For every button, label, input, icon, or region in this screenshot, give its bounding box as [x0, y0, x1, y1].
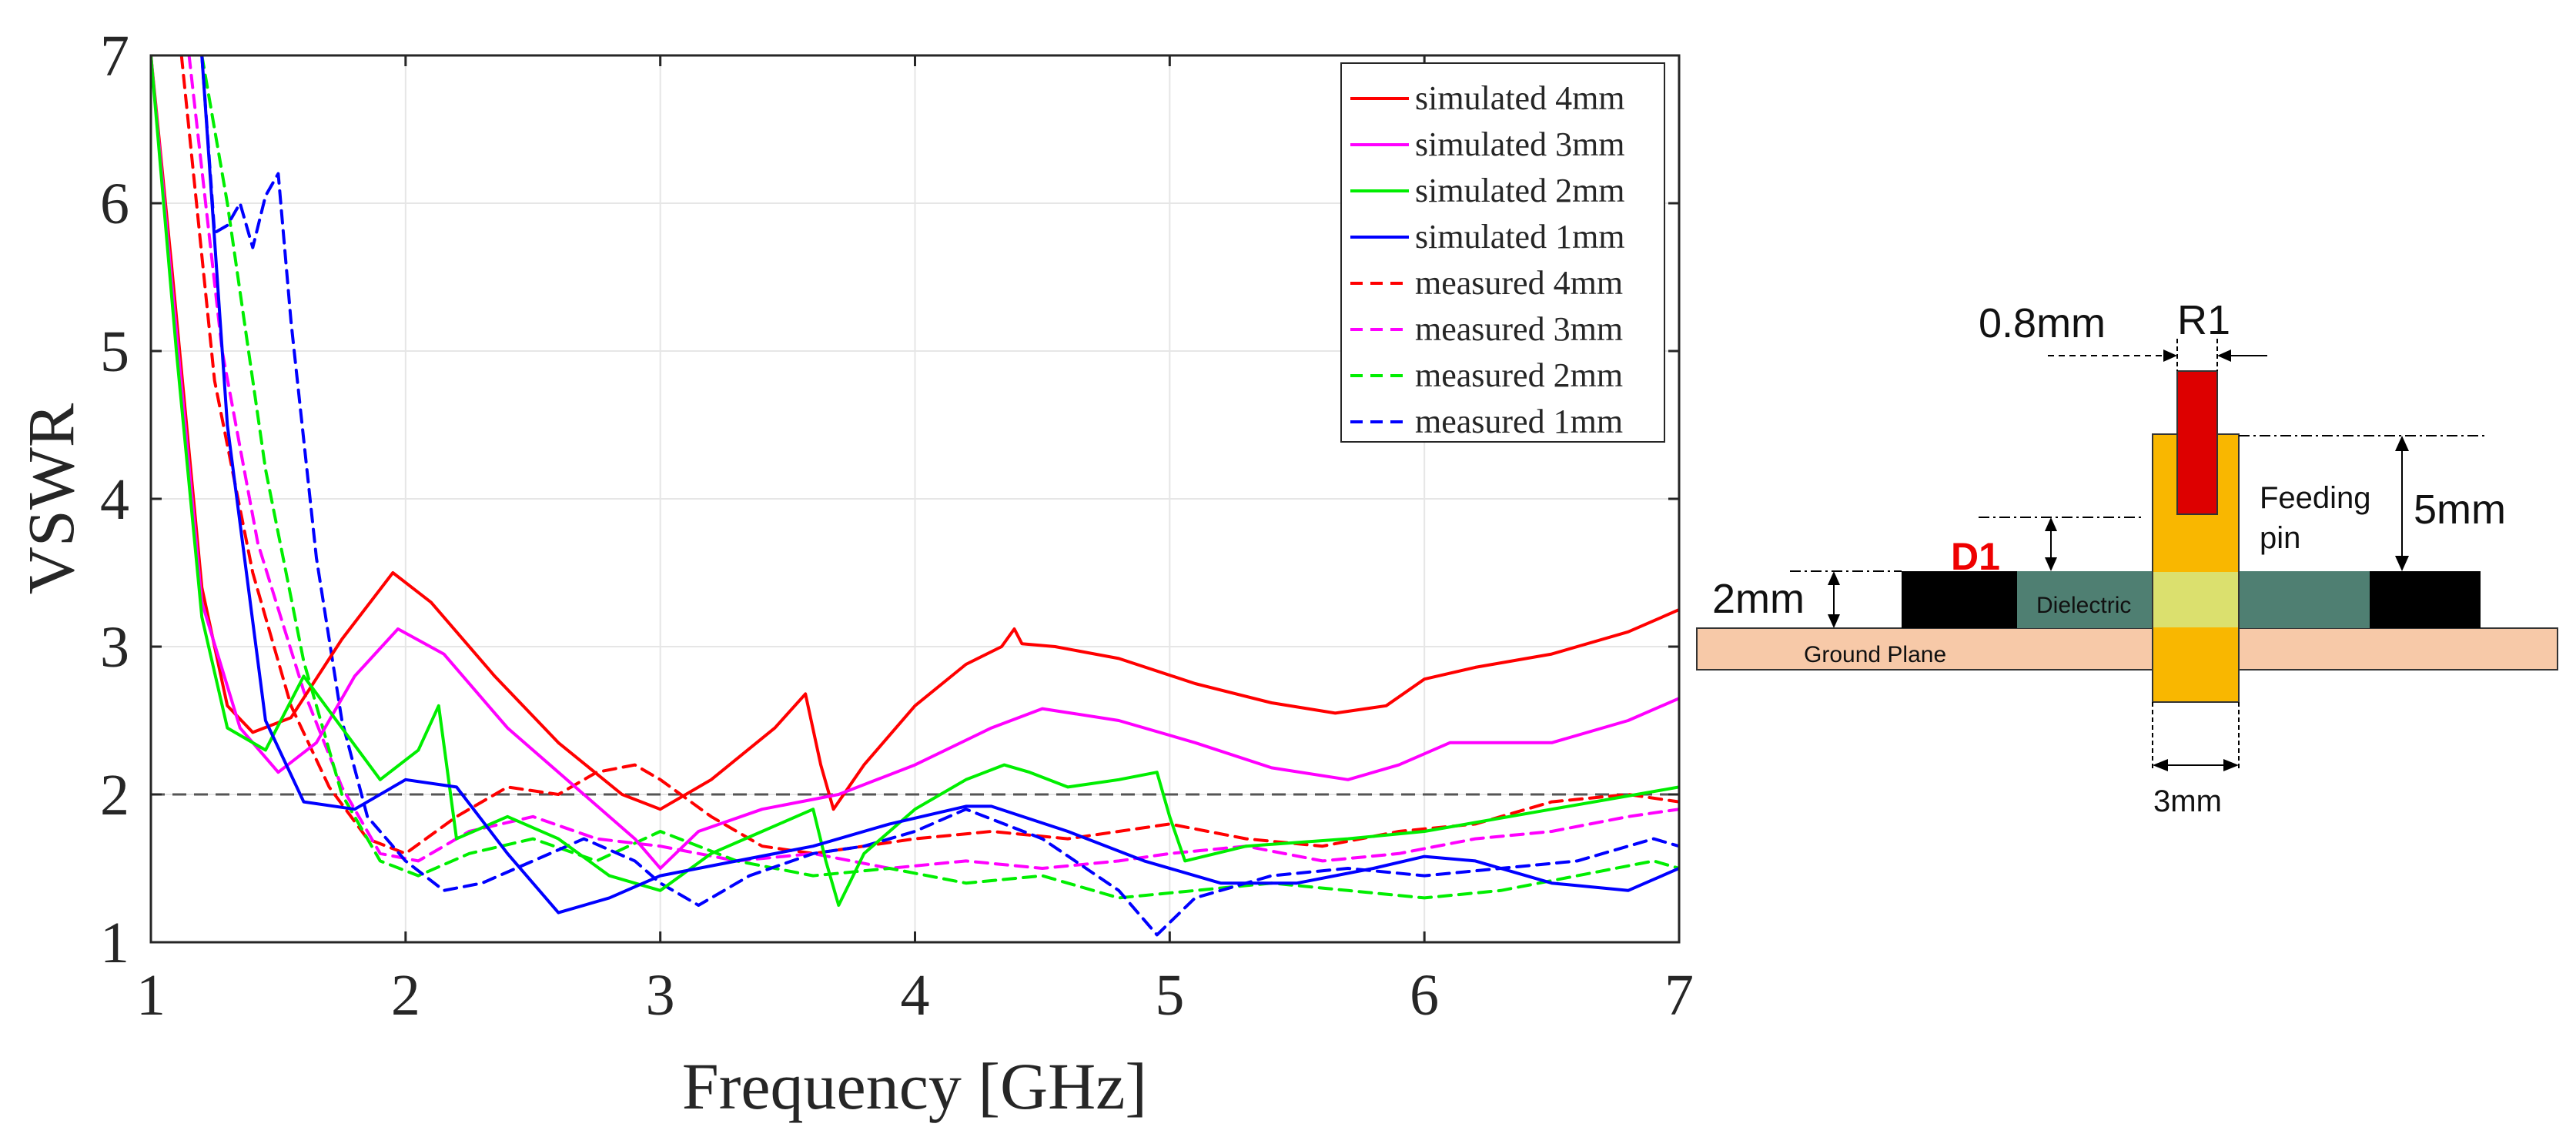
x-axis-ticks: 1 2 3 4 5 6 7	[136, 55, 1694, 1028]
legend-box	[1340, 62, 1665, 443]
arrowhead-icon	[1828, 571, 1840, 585]
y-axis-label: VSWR	[14, 403, 88, 594]
legend-label: simulated 1mm	[1415, 218, 1625, 256]
dim-5mm	[2239, 435, 2487, 560]
x-tick-label: 6	[1410, 963, 1439, 1028]
y-tick-label: 1	[100, 911, 129, 975]
arrowhead-icon	[2223, 759, 2239, 771]
dim-2mm	[1790, 570, 1902, 616]
series-line-measured-2mm	[200, 55, 1679, 900]
arrowhead-icon	[2395, 436, 2409, 451]
x-tick-label: 5	[1155, 963, 1184, 1028]
legend-label: measured 2mm	[1415, 356, 1623, 394]
legend-label: simulated 4mm	[1415, 79, 1625, 117]
y-tick-label: 2	[100, 763, 129, 828]
arrowhead-icon	[2395, 556, 2409, 571]
x-axis-label: Frequency [GHz]	[682, 1049, 1147, 1123]
dim-3mm	[2152, 702, 2240, 771]
legend-label: measured 4mm	[1415, 264, 1623, 302]
y-axis-ticks: 1 2 3 4 5 6 7	[100, 24, 1679, 975]
y-tick-label: 3	[100, 615, 129, 680]
series-line-simulated-4mm	[151, 55, 1679, 811]
right-metal-block	[2370, 571, 2481, 628]
ground-plane-label: Ground Plane	[1804, 642, 1946, 667]
label-0.8mm: 0.8mm	[1979, 300, 2106, 346]
label-feeding: Feeding	[2260, 481, 2371, 515]
dim-08mm	[2048, 339, 2267, 371]
label-r1: R1	[2177, 297, 2230, 343]
arrowhead-icon	[2163, 349, 2177, 362]
arrowhead-icon	[2153, 759, 2168, 771]
series-line-measured-3mm	[187, 55, 1679, 870]
y-tick-label: 5	[100, 319, 129, 384]
vswr-chart: 1 2 3 4 5 6 7 1 2 3 4 5 6 7 Frequency [GHz] VSWR sim…	[14, 24, 1694, 1123]
legend-label: measured 3mm	[1415, 310, 1623, 348]
arrowhead-icon	[1828, 614, 1840, 628]
x-tick-label: 7	[1664, 963, 1694, 1028]
legend-label: simulated 3mm	[1415, 125, 1625, 163]
label-d1: D1	[1951, 535, 2000, 578]
arrowhead-icon	[2045, 517, 2057, 531]
legend-label: measured 1mm	[1415, 403, 1623, 440]
x-tick-label: 2	[391, 963, 420, 1028]
series-line-simulated-3mm	[151, 55, 1679, 870]
label-5mm: 5mm	[2414, 487, 2506, 533]
y-tick-label: 4	[100, 467, 129, 532]
pin-in-dielectric	[2153, 572, 2238, 627]
left-metal-block	[1902, 571, 2017, 628]
dim-d1	[1979, 517, 2142, 560]
label-pin: pin	[2260, 521, 2300, 555]
series-line-measured-1mm	[200, 55, 1679, 937]
y-tick-label: 6	[100, 172, 129, 236]
feed-structure-diagram: Ground Plane Dielectric 0.8mm R1 Feeding…	[1696, 297, 2558, 818]
x-tick-label: 3	[646, 963, 675, 1028]
ground-plane	[1696, 627, 2558, 670]
series-layer	[151, 55, 1679, 937]
legend: simulated 4mm simulated 3mm simulated 2mm s…	[1340, 62, 1665, 443]
series-line-simulated-1mm	[200, 55, 1679, 915]
label-2mm: 2mm	[1712, 576, 1805, 622]
label-3mm: 3mm	[2153, 784, 2222, 818]
legend-label: simulated 2mm	[1415, 172, 1625, 209]
x-tick-label: 4	[901, 963, 930, 1028]
dielectric-label: Dielectric	[2036, 593, 2131, 618]
x-tick-label: 1	[136, 963, 166, 1028]
arrowhead-icon	[2045, 557, 2057, 571]
series-line-simulated-2mm	[151, 55, 1679, 907]
r1-element	[2176, 370, 2218, 515]
arrowhead-icon	[2217, 349, 2231, 362]
y-tick-label: 7	[100, 24, 129, 89]
